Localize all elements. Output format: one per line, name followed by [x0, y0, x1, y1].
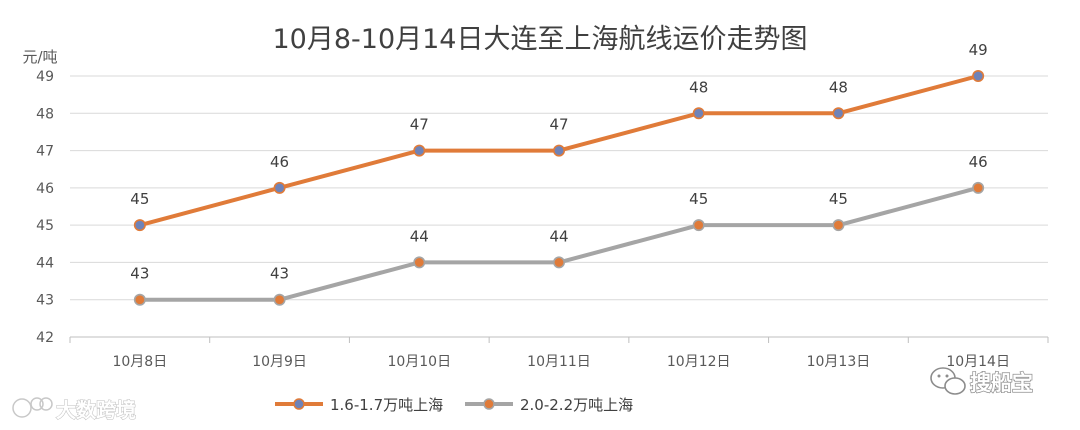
data-label: 47: [410, 116, 429, 134]
y-tick-label: 48: [36, 106, 54, 122]
watermark-left: 大数跨境: [12, 397, 137, 423]
data-label: 48: [689, 78, 708, 96]
data-labels: 45 46 47 47 48 48 49 43 43 44 44 45 45 46: [130, 41, 987, 283]
legend: 1.6-1.7万吨上海 2.0-2.2万吨上海: [275, 396, 633, 414]
data-point: [832, 219, 845, 232]
watermark-right: 搜船宝: [930, 367, 1034, 396]
legend-marker-2: [483, 398, 495, 410]
data-point: [692, 219, 705, 232]
data-point: [133, 293, 146, 306]
x-tick-label: 10月9日: [252, 354, 307, 370]
y-tick-label: 47: [36, 144, 54, 160]
y-tick-label: 49: [36, 69, 54, 85]
data-point: [133, 219, 146, 232]
data-point: [832, 107, 845, 120]
data-label: 44: [410, 227, 429, 245]
legend-label-1: 1.6-1.7万吨上海: [330, 396, 443, 414]
x-tick-label: 10月8日: [112, 354, 167, 370]
y-tick-label: 45: [36, 218, 54, 234]
data-point: [972, 70, 985, 83]
data-label: 45: [689, 190, 708, 208]
data-label: 47: [549, 116, 568, 134]
x-tick-label: 10月14日: [946, 354, 1010, 370]
data-label: 43: [130, 265, 149, 283]
watermark-left-text: 大数跨境: [56, 398, 136, 422]
x-tick-label: 10月13日: [807, 354, 871, 370]
y-tick-label: 42: [36, 330, 54, 346]
x-tick-label: 10月10日: [387, 354, 451, 370]
y-tick-label: 43: [36, 293, 54, 309]
y-tick-label: 44: [36, 255, 54, 271]
y-axis-tick-labels: 42 43 44 45 46 47 48 49: [36, 69, 54, 346]
y-tick-label: 46: [36, 181, 54, 197]
data-label: 46: [270, 153, 289, 171]
data-point: [273, 181, 286, 194]
data-point: [552, 144, 565, 157]
data-point: [413, 256, 426, 269]
legend-label-2: 2.0-2.2万吨上海: [520, 396, 633, 414]
data-point: [972, 181, 985, 194]
x-tick-label: 10月11日: [527, 354, 591, 370]
data-label: 44: [549, 227, 568, 245]
x-axis: 10月8日 10月9日 10月10日 10月11日 10月12日 10月13日 10月14日: [69, 336, 1049, 370]
data-point: [273, 293, 286, 306]
weibo-logo-icon: [12, 397, 53, 418]
legend-marker-1: [293, 398, 305, 410]
series-lines: [133, 70, 985, 306]
x-tick-label: 10月12日: [667, 354, 731, 370]
data-label: 45: [829, 190, 848, 208]
data-label: 45: [130, 190, 149, 208]
wechat-logo-icon: [930, 367, 966, 395]
chart-title: 10月8-10月14日大连至上海航线运价走势图: [273, 24, 808, 55]
data-point: [413, 144, 426, 157]
y-axis-unit-label: 元/吨: [22, 48, 57, 66]
data-label: 49: [969, 41, 988, 59]
data-label: 46: [969, 153, 988, 171]
data-label: 43: [270, 265, 289, 283]
data-label: 48: [829, 78, 848, 96]
watermark-right-text: 搜船宝: [970, 371, 1033, 395]
data-point: [552, 256, 565, 269]
data-point: [692, 107, 705, 120]
